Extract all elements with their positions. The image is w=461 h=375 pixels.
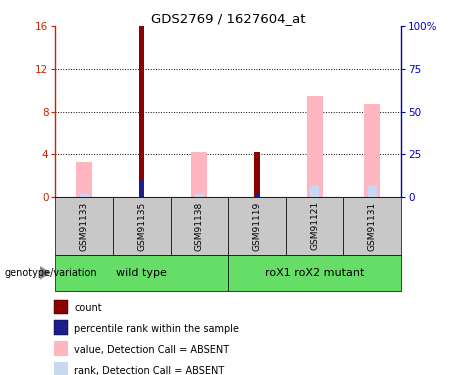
Bar xyxy=(79,194,89,197)
Bar xyxy=(364,104,380,197)
Bar xyxy=(310,186,319,197)
Text: genotype/variation: genotype/variation xyxy=(5,268,97,278)
Bar xyxy=(191,152,207,197)
Bar xyxy=(54,362,68,375)
Text: wild type: wild type xyxy=(116,268,167,278)
Bar xyxy=(368,186,377,197)
Text: rank, Detection Call = ABSENT: rank, Detection Call = ABSENT xyxy=(75,366,225,375)
Text: roX1 roX2 mutant: roX1 roX2 mutant xyxy=(265,268,364,278)
Text: percentile rank within the sample: percentile rank within the sample xyxy=(75,324,240,334)
Text: GSM91135: GSM91135 xyxy=(137,201,146,250)
Text: GSM91133: GSM91133 xyxy=(80,201,89,250)
Text: count: count xyxy=(75,303,102,313)
Bar xyxy=(55,197,113,255)
Text: GSM91138: GSM91138 xyxy=(195,201,204,250)
Bar xyxy=(228,197,286,255)
Bar xyxy=(254,152,260,197)
Text: value, Detection Call = ABSENT: value, Detection Call = ABSENT xyxy=(75,345,230,354)
Bar xyxy=(343,197,401,255)
Bar xyxy=(54,300,68,314)
Title: GDS2769 / 1627604_at: GDS2769 / 1627604_at xyxy=(151,12,306,25)
Bar xyxy=(55,255,228,291)
Bar xyxy=(140,180,143,197)
Bar xyxy=(76,162,92,197)
Polygon shape xyxy=(40,266,51,280)
Bar xyxy=(139,26,144,197)
Bar xyxy=(113,197,171,255)
Text: GSM91119: GSM91119 xyxy=(253,201,261,250)
Bar xyxy=(307,96,323,197)
Bar xyxy=(54,320,68,335)
Bar xyxy=(195,194,204,197)
Bar xyxy=(228,255,401,291)
Text: GSM91131: GSM91131 xyxy=(368,201,377,250)
Bar xyxy=(54,341,68,356)
Bar xyxy=(171,197,228,255)
Bar xyxy=(286,197,343,255)
Text: GSM91121: GSM91121 xyxy=(310,201,319,250)
Bar xyxy=(255,194,259,197)
